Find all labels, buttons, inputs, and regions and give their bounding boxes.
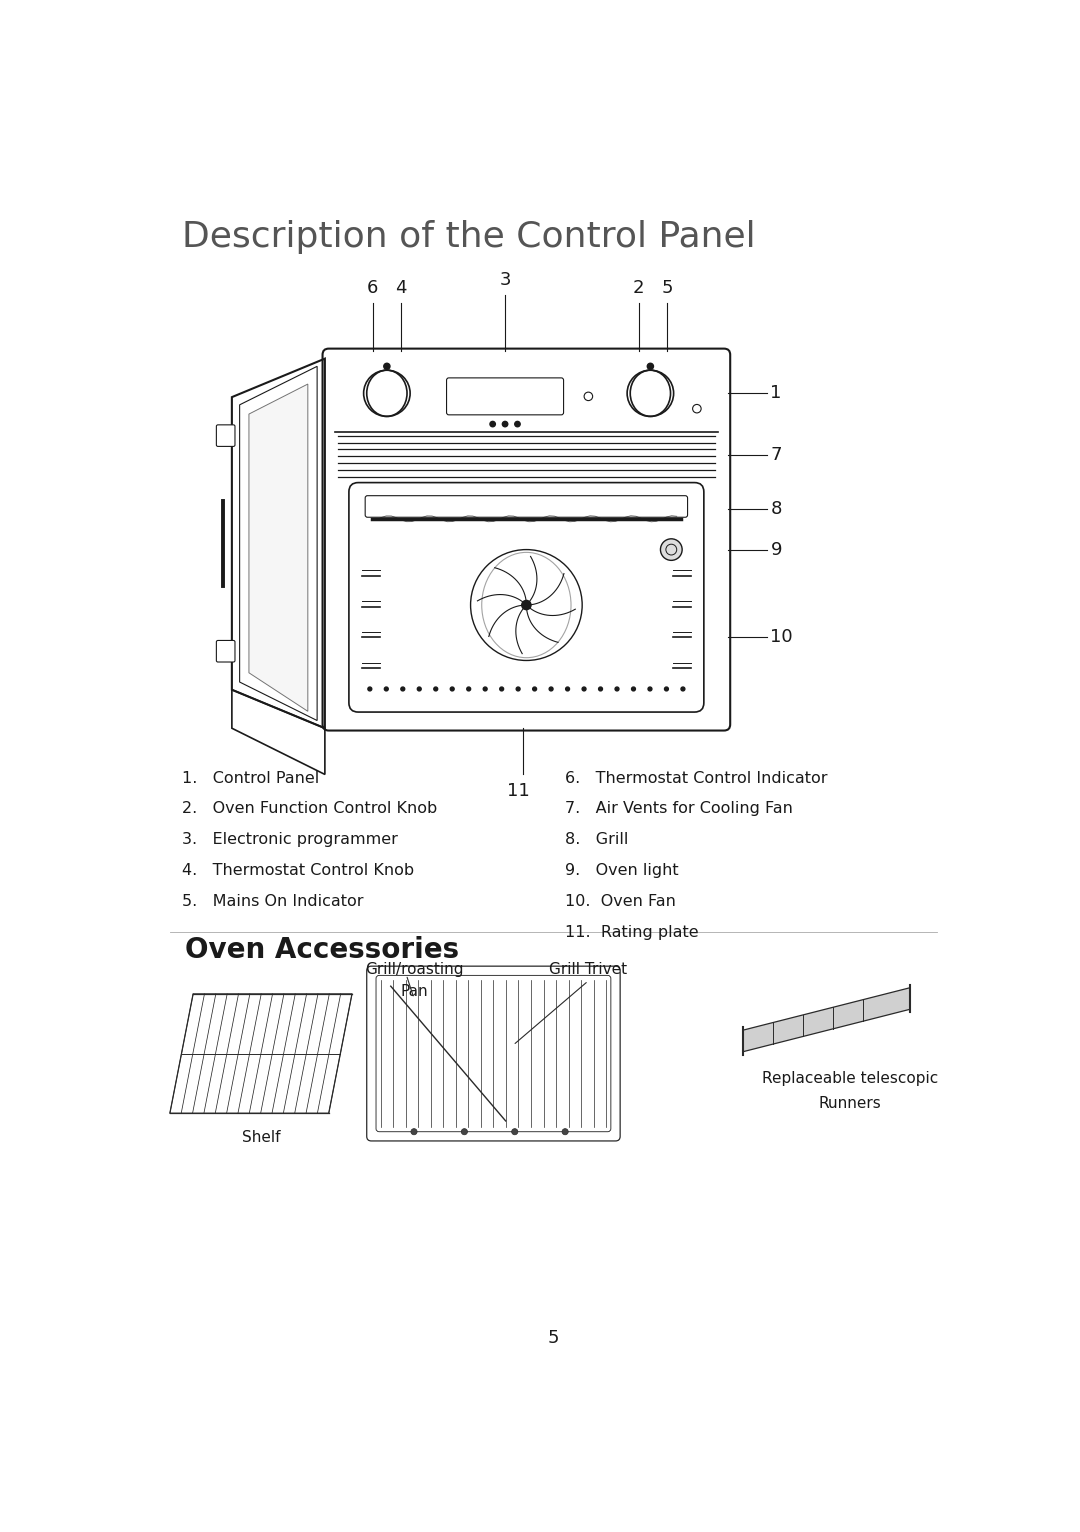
Text: 5: 5: [548, 1328, 559, 1347]
Text: 4: 4: [395, 279, 406, 297]
Circle shape: [681, 686, 685, 691]
Circle shape: [582, 686, 586, 691]
Polygon shape: [743, 988, 910, 1051]
Text: 3.   Electronic programmer: 3. Electronic programmer: [181, 832, 397, 847]
Circle shape: [483, 686, 487, 691]
Text: 9.   Oven light: 9. Oven light: [565, 863, 678, 878]
Circle shape: [516, 686, 521, 691]
Circle shape: [647, 363, 653, 369]
Text: 3: 3: [499, 271, 511, 290]
Text: 1: 1: [770, 385, 782, 403]
Circle shape: [522, 601, 531, 610]
Circle shape: [434, 686, 437, 691]
Circle shape: [500, 686, 503, 691]
Circle shape: [467, 686, 471, 691]
FancyBboxPatch shape: [323, 349, 730, 731]
Circle shape: [664, 686, 669, 691]
Text: Runners: Runners: [819, 1097, 881, 1111]
Polygon shape: [248, 385, 308, 711]
Text: Grill/roasting: Grill/roasting: [365, 962, 463, 977]
Circle shape: [512, 1129, 517, 1135]
Text: Pan: Pan: [401, 984, 428, 999]
FancyBboxPatch shape: [349, 483, 704, 712]
Circle shape: [401, 686, 405, 691]
Text: Replaceable telescopic: Replaceable telescopic: [761, 1071, 939, 1086]
Text: 11: 11: [508, 783, 530, 800]
Text: 7: 7: [770, 446, 782, 464]
FancyBboxPatch shape: [365, 496, 688, 518]
Circle shape: [515, 421, 521, 427]
Circle shape: [368, 686, 372, 691]
Circle shape: [410, 1129, 417, 1135]
Text: 9: 9: [770, 541, 782, 559]
Circle shape: [461, 1129, 468, 1135]
Text: 1.   Control Panel: 1. Control Panel: [181, 771, 319, 786]
Circle shape: [532, 686, 537, 691]
Text: Oven Accessories: Oven Accessories: [186, 936, 459, 964]
Text: 2: 2: [633, 279, 645, 297]
Text: 8.   Grill: 8. Grill: [565, 832, 629, 847]
Circle shape: [562, 1129, 568, 1135]
Circle shape: [384, 686, 388, 691]
Circle shape: [383, 363, 390, 369]
Circle shape: [417, 686, 421, 691]
Text: 10: 10: [770, 628, 793, 647]
Circle shape: [566, 686, 569, 691]
Text: 6: 6: [367, 279, 379, 297]
Text: 7.   Air Vents for Cooling Fan: 7. Air Vents for Cooling Fan: [565, 801, 793, 817]
FancyBboxPatch shape: [376, 976, 611, 1132]
FancyBboxPatch shape: [216, 640, 235, 662]
Text: 5: 5: [662, 279, 673, 297]
Text: 8: 8: [770, 499, 782, 518]
Text: 11.  Rating plate: 11. Rating plate: [565, 925, 699, 939]
FancyBboxPatch shape: [367, 967, 620, 1141]
Text: Grill Trivet: Grill Trivet: [550, 962, 627, 977]
Circle shape: [648, 686, 652, 691]
Circle shape: [549, 686, 553, 691]
Text: Description of the Control Panel: Description of the Control Panel: [181, 221, 755, 254]
Text: 2.   Oven Function Control Knob: 2. Oven Function Control Knob: [181, 801, 436, 817]
Circle shape: [502, 421, 508, 427]
Text: 4.   Thermostat Control Knob: 4. Thermostat Control Knob: [181, 863, 414, 878]
Text: 10.  Oven Fan: 10. Oven Fan: [565, 893, 676, 908]
FancyBboxPatch shape: [446, 378, 564, 415]
Text: Shelf: Shelf: [242, 1131, 280, 1146]
Text: 6.   Thermostat Control Indicator: 6. Thermostat Control Indicator: [565, 771, 827, 786]
Circle shape: [632, 686, 635, 691]
FancyBboxPatch shape: [216, 424, 235, 446]
Circle shape: [661, 539, 683, 561]
Text: 5.   Mains On Indicator: 5. Mains On Indicator: [181, 893, 363, 908]
Circle shape: [616, 686, 619, 691]
Circle shape: [598, 686, 603, 691]
Circle shape: [450, 686, 455, 691]
Circle shape: [490, 421, 496, 427]
